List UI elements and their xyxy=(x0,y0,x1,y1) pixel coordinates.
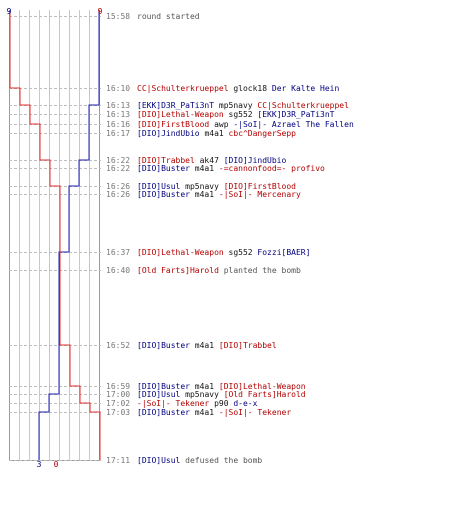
event-time: 16:59 xyxy=(106,382,130,391)
blue-end-score: 3 xyxy=(37,460,42,469)
event-red-text: [DIO]Trabbel xyxy=(137,156,195,165)
event-time: 16:16 xyxy=(106,120,130,129)
score-labels: 9 9 3 0 xyxy=(7,7,103,469)
event-blue-text: Fozzi[BAER] xyxy=(257,248,310,257)
event-black-text: m4a1 xyxy=(190,341,219,350)
event-blue-text: [DIO]Buster xyxy=(137,341,190,350)
event-red-text: CC|Schulterkrueppel xyxy=(257,101,349,110)
event-blue-text: [DIO]Buster xyxy=(137,382,190,391)
event-time: 16:17 xyxy=(106,129,130,138)
event-time: 17:11 xyxy=(106,456,130,465)
event-time: 16:22 xyxy=(106,164,130,173)
event-blue-text: [EKK]D3R_PaTi3nT xyxy=(257,110,334,119)
event-red-text: -=cannonfood=- profivo xyxy=(219,164,325,173)
event-blue-text: [DIO]Usul xyxy=(137,456,181,465)
event-text: [Old Farts]Harold planted the bomb xyxy=(137,266,301,275)
event-text: [DIO]Trabbel ak47 [DIO]JindUbio xyxy=(137,156,287,165)
grid xyxy=(9,10,101,461)
event-blue-text: [DIO]Usul xyxy=(137,390,181,399)
event-text: [EKK]D3R_PaTi3nT mp5navy CC|Schulterkrue… xyxy=(137,101,349,110)
event-gray-text: round started xyxy=(137,12,200,21)
event-time: 16:13 xyxy=(106,110,130,119)
event-red-text: [Old Farts]Harold xyxy=(224,390,306,399)
event-black-text: m4a1 xyxy=(190,190,219,199)
event-time: 16:40 xyxy=(106,266,130,275)
event-text: [DIO]Usul mp5navy [DIO]FirstBlood xyxy=(137,182,296,191)
event-blue-text: [EKK]D3R_PaTi3nT xyxy=(137,101,214,110)
event-text: [DIO]Buster m4a1 [DIO]Trabbel xyxy=(137,341,277,350)
blue-start-score: 9 xyxy=(7,7,12,16)
event-text: [DIO]FirstBlood awp -|SoI|- Azrael The F… xyxy=(137,120,354,129)
event-red-text: [Old Farts]Harold xyxy=(137,266,219,275)
event-text: [DIO]Buster m4a1 -|SoI|- Tekener xyxy=(137,408,291,417)
event-time: 16:52 xyxy=(106,341,130,350)
event-time: 16:37 xyxy=(106,248,130,257)
blue-team-alive-line xyxy=(38,10,100,460)
event-text: [DIO]Lethal-Weapon sg552 Fozzi[BAER] xyxy=(137,248,310,257)
event-blue-text: [DIO]Buster xyxy=(137,190,190,199)
event-text: [DIO]Lethal-Weapon sg552 [EKK]D3R_PaTi3n… xyxy=(137,110,335,119)
event-text: [DIO]Usul mp5navy [Old Farts]Harold xyxy=(137,390,306,399)
event-time: 16:10 xyxy=(106,84,130,93)
event-time: 16:26 xyxy=(106,182,130,191)
event-gray-text: defused the bomb xyxy=(180,456,262,465)
event-red-text: -|SoI|- Tekener xyxy=(219,408,291,417)
event-black-text: awp xyxy=(209,120,233,129)
event-text: round started xyxy=(137,12,200,21)
event-blue-text: [DIO]Usul xyxy=(137,182,181,191)
event-black-text: m4a1 xyxy=(190,382,219,391)
event-red-text: -|SoI|- Mercenary xyxy=(219,190,301,199)
red-end-score: 0 xyxy=(54,460,59,469)
event-text: [DIO]Usul defused the bomb xyxy=(137,456,262,465)
event-red-text: cbc^DangerSepp xyxy=(229,129,297,138)
event-text: -|SoI|- Tekener p90 d-e-x xyxy=(137,399,258,408)
event-black-text: m4a1 xyxy=(190,408,219,417)
event-black-text: ak47 xyxy=(195,156,224,165)
event-red-text: -|SoI|- Tekener xyxy=(137,399,209,408)
event-blue-text: Der Kalte Hein xyxy=(272,84,340,93)
event-log: 15:58 round started 16:10 CC|Schulterkruepp… xyxy=(106,12,354,465)
event-blue-text: -|SoI|- Azrael The Fallen xyxy=(233,120,354,129)
event-time: 17:00 xyxy=(106,390,130,399)
event-time: 16:13 xyxy=(106,101,130,110)
event-black-text: mp5navy xyxy=(180,390,223,399)
event-gray-text: planted the bomb xyxy=(219,266,301,275)
event-text: [DIO]Buster m4a1 [DIO]Lethal-Weapon xyxy=(137,382,306,391)
event-black-text: p90 xyxy=(209,399,233,408)
event-red-text: [DIO]Trabbel xyxy=(219,341,277,350)
event-black-text: sg552 xyxy=(224,248,258,257)
event-red-text: [DIO]Lethal-Weapon xyxy=(219,382,306,391)
event-text: CC|Schulterkrueppel glock18 Der Kalte He… xyxy=(137,84,339,93)
event-black-text: m4a1 xyxy=(190,164,219,173)
event-text: [DIO]JindUbio m4a1 cbc^DangerSepp xyxy=(137,129,296,138)
event-red-text: [DIO]Lethal-Weapon xyxy=(137,110,224,119)
event-red-text: [DIO]FirstBlood xyxy=(137,120,209,129)
event-text: [DIO]Buster m4a1 -=cannonfood=- profivo xyxy=(137,164,325,173)
event-blue-text: [DIO]JindUbio xyxy=(137,129,200,138)
event-red-text: [DIO]FirstBlood xyxy=(224,182,296,191)
event-blue-text: d-e-x xyxy=(233,399,257,408)
event-black-text: sg552 xyxy=(224,110,258,119)
red-team-alive-line xyxy=(9,10,101,460)
event-black-text: mp5navy xyxy=(180,182,223,191)
event-blue-text: [DIO]JindUbio xyxy=(224,156,287,165)
event-time: 15:58 xyxy=(106,12,130,21)
event-black-text: mp5navy xyxy=(214,101,257,110)
event-time: 17:02 xyxy=(106,399,130,408)
event-red-text: CC|Schulterkrueppel xyxy=(137,84,229,93)
event-time: 16:22 xyxy=(106,156,130,165)
event-blue-text: [DIO]Buster xyxy=(137,164,190,173)
event-black-text: m4a1 xyxy=(200,129,229,138)
event-time: 16:26 xyxy=(106,190,130,199)
event-text: [DIO]Buster m4a1 -|SoI|- Mercenary xyxy=(137,190,301,199)
event-time: 17:03 xyxy=(106,408,130,417)
red-start-score: 9 xyxy=(98,7,103,16)
event-red-text: [DIO]Lethal-Weapon xyxy=(137,248,224,257)
event-blue-text: [DIO]Buster xyxy=(137,408,190,417)
alive-lines xyxy=(9,10,101,460)
event-black-text: glock18 xyxy=(229,84,272,93)
